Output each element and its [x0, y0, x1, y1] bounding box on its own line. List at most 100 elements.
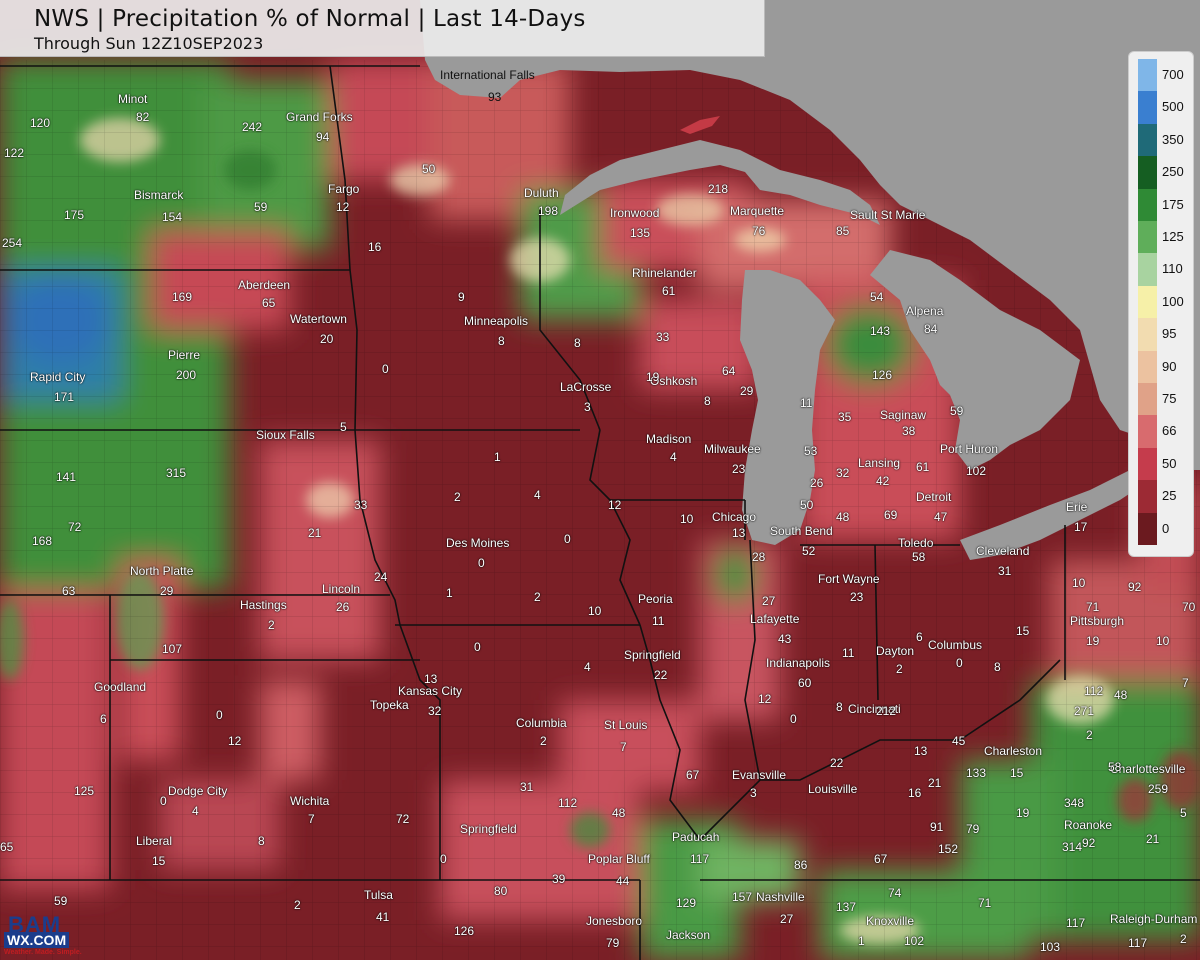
value-label: 61	[662, 284, 676, 298]
city-label: Sioux Falls	[256, 428, 315, 442]
value-label: 218	[708, 182, 729, 196]
legend-label: 125	[1162, 229, 1184, 244]
value-label: 0	[564, 532, 571, 546]
state-borders	[0, 65, 1200, 960]
value-label: 91	[930, 820, 944, 834]
city-label: Chicago	[712, 510, 757, 524]
city-label: LaCrosse	[560, 380, 612, 394]
value-label: 2	[294, 898, 301, 912]
city-label: Nashville	[756, 890, 805, 904]
legend-label: 95	[1162, 326, 1177, 342]
value-label: 27	[780, 912, 794, 926]
city-label: Wichita	[290, 794, 330, 808]
value-label: 13	[914, 744, 928, 758]
value-label: 9	[458, 290, 465, 304]
value-label: 84	[924, 322, 938, 336]
city-label: Jonesboro	[586, 914, 643, 928]
value-label: 54	[870, 290, 884, 304]
value-label: 29	[160, 584, 174, 598]
value-label: 39	[552, 872, 566, 886]
value-label: 26	[810, 476, 824, 490]
value-label: 13	[732, 526, 746, 540]
value-label: 16	[908, 786, 922, 800]
value-label: 200	[176, 368, 197, 382]
city-label: Indianapolis	[766, 656, 831, 670]
city-label: Raleigh-Durham	[1110, 912, 1198, 926]
city-label: Columbus	[928, 638, 983, 652]
value-label: 26	[336, 600, 350, 614]
lake-superior	[560, 140, 880, 225]
value-label: 50	[800, 498, 814, 512]
value-label: 2	[896, 662, 903, 676]
value-label: 10	[1072, 576, 1086, 590]
legend-label: 500	[1162, 99, 1184, 115]
value-label: 259	[1148, 782, 1169, 796]
legend-swatch	[1138, 188, 1157, 221]
value-label: 0	[790, 712, 797, 726]
value-label: 6	[100, 712, 107, 726]
value-label: 16	[368, 240, 382, 254]
value-label: 242	[242, 120, 263, 134]
city-label: St Louis	[604, 718, 648, 732]
value-label: 314	[1062, 840, 1083, 854]
value-label: 107	[162, 642, 183, 656]
value-label: 43	[778, 632, 792, 646]
value-label: 23	[732, 462, 746, 476]
value-label: 254	[2, 236, 23, 250]
city-label: Kansas City	[398, 684, 463, 698]
legend: 700 500 350 250 175 125 110 100 95 90 75 66 50 25 0	[1128, 51, 1194, 557]
value-label: 19	[1016, 806, 1030, 820]
value-label: 8	[258, 834, 265, 848]
value-label: 80	[494, 884, 508, 898]
legend-label: 350	[1162, 131, 1184, 147]
value-label: 0	[216, 708, 223, 722]
legend-label: 25	[1162, 488, 1177, 504]
value-label: 11	[842, 646, 855, 660]
canada-area	[420, 0, 1200, 470]
value-label: 71	[978, 896, 992, 910]
value-label: 33	[354, 498, 368, 512]
city-label: Duluth	[524, 186, 559, 200]
value-label: 2	[540, 734, 547, 748]
value-label: 41	[376, 910, 390, 924]
city-label: Bismarck	[134, 188, 184, 202]
city-label: Knoxville	[866, 914, 915, 928]
lake-huron	[870, 250, 1080, 470]
value-label: 22	[654, 668, 668, 682]
city-label: Evansville	[732, 768, 787, 782]
bamwx-logo: BAM WX.COM Weather. Made. Simple.	[2, 912, 82, 958]
city-label: Goodland	[94, 680, 147, 694]
city-label: Dodge City	[168, 784, 228, 798]
legend-swatch	[1138, 156, 1157, 189]
lake-island	[680, 116, 720, 134]
city-label: Minot	[118, 92, 148, 106]
value-label: 15	[1016, 624, 1030, 638]
city-label: Charlottesville	[1110, 762, 1186, 776]
value-label: 135	[630, 226, 651, 240]
value-label: 23	[850, 590, 864, 604]
value-label: 10	[680, 512, 694, 526]
value-label: 143	[870, 324, 891, 338]
city-label: Roanoke	[1064, 818, 1113, 832]
value-label: 32	[836, 466, 850, 480]
value-label: 129	[676, 896, 697, 910]
value-label: 32	[428, 704, 442, 718]
value-label: 65	[262, 296, 276, 310]
legend-swatch	[1138, 221, 1157, 254]
legend-swatch	[1138, 480, 1157, 513]
value-label: 79	[966, 822, 980, 836]
legend-swatch	[1138, 383, 1157, 416]
value-label: 48	[1114, 688, 1128, 702]
value-label: 24	[374, 570, 388, 584]
value-label: 19	[1086, 634, 1100, 648]
value-label: 126	[872, 368, 893, 382]
city-label: Rapid City	[30, 370, 86, 384]
city-label: North Platte	[130, 564, 194, 578]
city-label: Paducah	[672, 830, 720, 844]
city-label: Fargo	[328, 182, 360, 196]
value-label: 17	[1074, 520, 1088, 534]
city-label: Sault St Marie	[850, 208, 926, 222]
value-label: 31	[998, 564, 1012, 578]
